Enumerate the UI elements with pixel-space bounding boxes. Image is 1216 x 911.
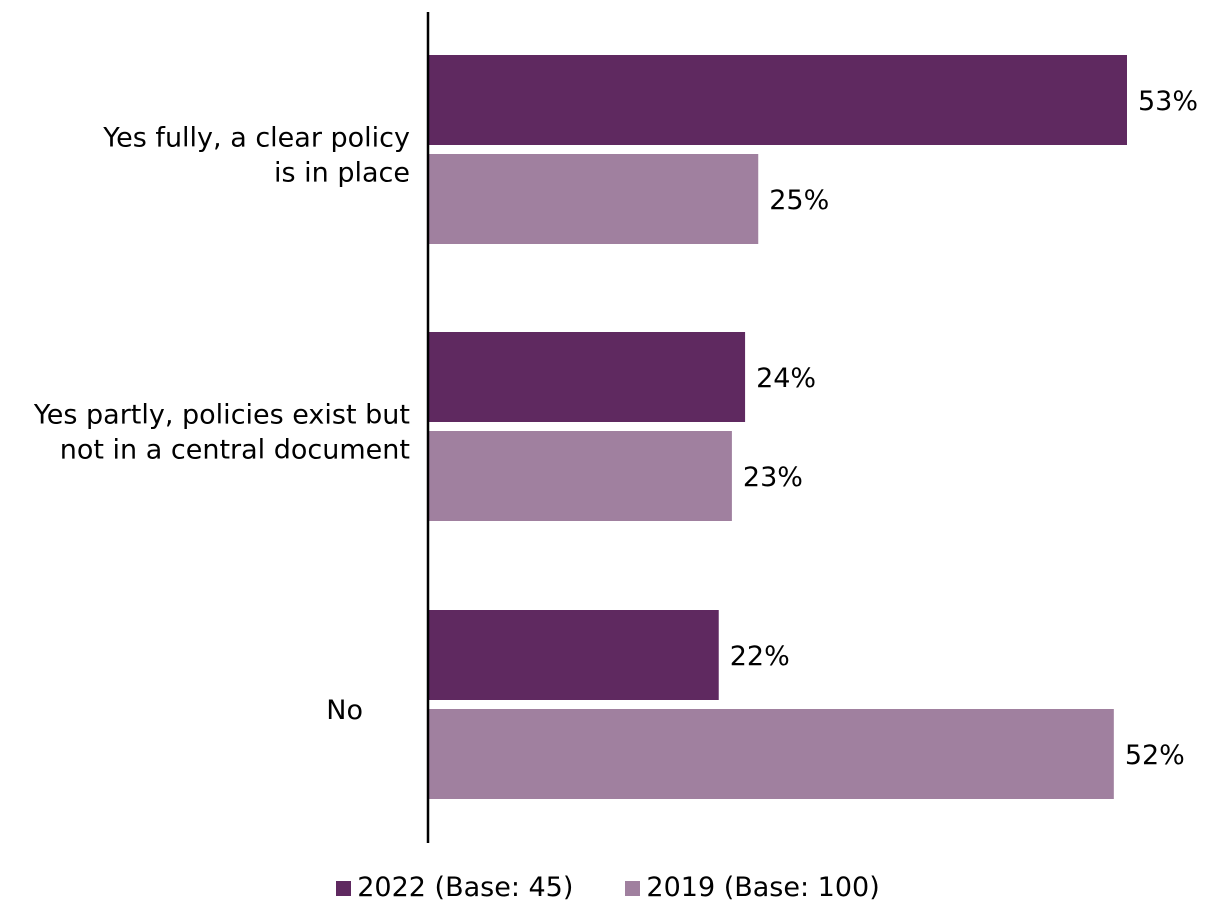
legend-swatch-2019: [625, 880, 641, 896]
legend-item-2019: 2019 (Base: 100): [625, 872, 880, 904]
category-label-0-line-1: is in place: [274, 158, 410, 189]
value-label-2022-cat-1: 24%: [756, 363, 816, 394]
value-labels-group: 53% 25% 24% 23% 22% 52%: [730, 86, 1198, 771]
value-label-2022-cat-2: 22%: [730, 641, 790, 672]
category-label-1-line-0: Yes partly, policies exist but: [33, 400, 410, 431]
category-label-1-line-1: not in a central document: [60, 435, 410, 466]
category-label-0-line-0: Yes fully, a clear policy: [102, 123, 410, 154]
bar-2019-cat-0: [429, 154, 759, 244]
legend-label-2022: 2022 (Base: 45): [357, 872, 574, 903]
bar-chart: 53% 25% 24% 23% 22% 52% Yes fully, a clear po…: [33, 12, 1198, 843]
legend-item-2022: 2022 (Base: 45): [336, 872, 573, 904]
legend: 2022 (Base: 45) 2019 (Base: 100): [0, 872, 1216, 904]
value-label-2022-cat-0: 53%: [1138, 86, 1198, 117]
legend-label-2019: 2019 (Base: 100): [646, 872, 880, 903]
bar-2022-cat-2: [429, 610, 719, 700]
category-labels-group: Yes fully, a clear policy is in place Yes …: [33, 123, 410, 727]
bar-2022-cat-1: [429, 332, 746, 422]
bars-group: [429, 55, 1127, 799]
bar-2019-cat-2: [429, 709, 1114, 799]
value-label-2019-cat-1: 23%: [743, 462, 803, 493]
category-label-2-line-0: No: [326, 695, 363, 726]
value-label-2019-cat-0: 25%: [769, 185, 829, 216]
bar-2019-cat-1: [429, 431, 732, 521]
legend-swatch-2022: [336, 880, 352, 896]
value-label-2019-cat-2: 52%: [1125, 740, 1185, 771]
bar-2022-cat-0: [429, 55, 1127, 145]
